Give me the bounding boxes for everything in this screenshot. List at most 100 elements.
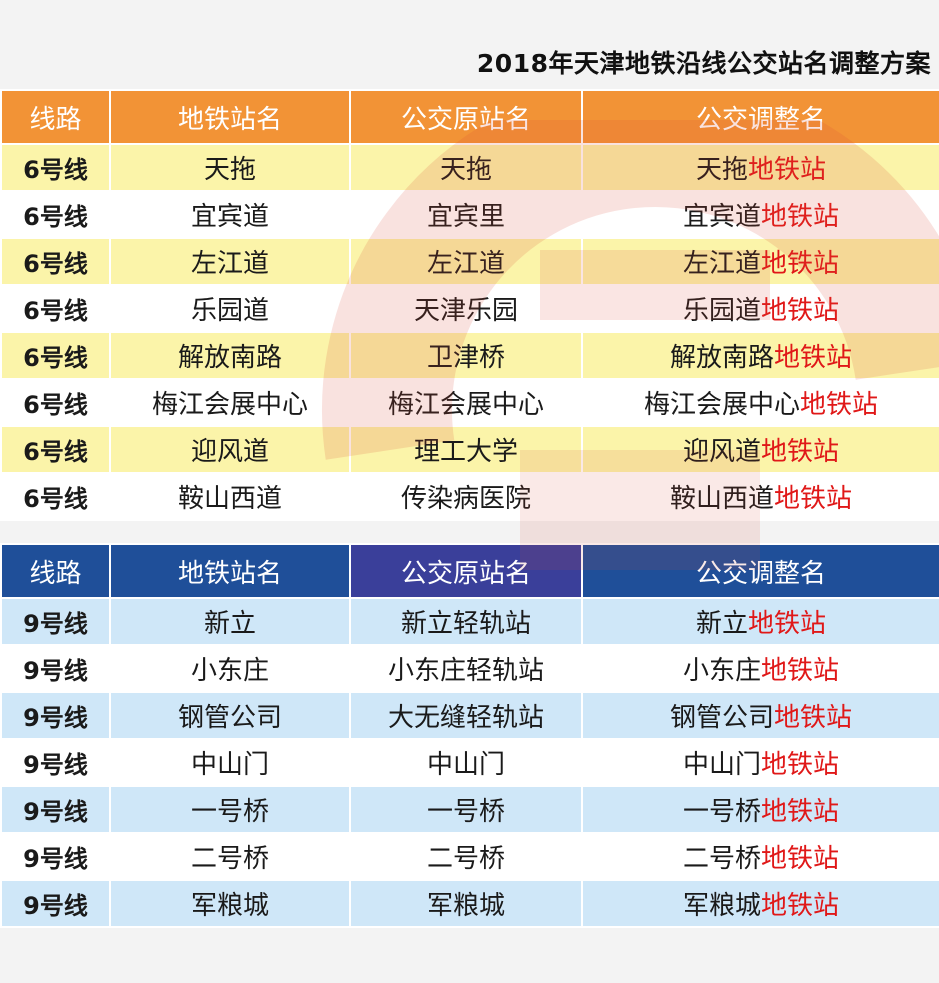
- adjusted-stop-suffix: 地铁站: [761, 891, 840, 921]
- original-bus-stop-cell: 天津乐园: [349, 284, 583, 333]
- header-adjusted-bus-stop: 公交调整名: [581, 89, 939, 145]
- adjusted-stop-suffix: 地铁站: [761, 202, 840, 232]
- adjusted-stop-base: 宜宾道: [682, 202, 761, 232]
- table-row: 9号线 中山门 中山门 中山门地铁站: [0, 738, 939, 787]
- adjusted-stop-base: 乐园道: [682, 296, 761, 326]
- metro-station-cell: 宜宾道: [109, 190, 351, 239]
- adjusted-stop-base: 军粮城: [682, 891, 761, 921]
- original-bus-stop-cell: 宜宾里: [349, 190, 583, 239]
- adjusted-bus-stop-cell: 解放南路地铁站: [581, 331, 939, 380]
- adjusted-bus-stop-cell: 宜宾道地铁站: [581, 190, 939, 239]
- metro-station-cell: 军粮城: [109, 879, 351, 928]
- table-row: 9号线 军粮城 军粮城 军粮城地铁站: [0, 879, 939, 928]
- table-row: 6号线 梅江会展中心 梅江会展中心 梅江会展中心地铁站: [0, 378, 939, 427]
- original-bus-stop-cell: 中山门: [349, 738, 583, 787]
- table-row: 9号线 新立 新立轻轨站 新立地铁站: [0, 597, 939, 646]
- table-row: 6号线 解放南路 卫津桥 解放南路地铁站: [0, 331, 939, 380]
- table-row: 9号线 一号桥 一号桥 一号桥地铁站: [0, 785, 939, 834]
- table-row: 9号线 钢管公司 大无缝轻轨站 钢管公司地铁站: [0, 691, 939, 740]
- metro-station-cell: 中山门: [109, 738, 351, 787]
- adjusted-bus-stop-cell: 天拖地铁站: [581, 143, 939, 192]
- adjusted-stop-base: 中山门: [682, 750, 761, 780]
- line-cell: 9号线: [0, 879, 111, 928]
- table-row: 6号线 宜宾道 宜宾里 宜宾道地铁站: [0, 190, 939, 239]
- adjusted-bus-stop-cell: 军粮城地铁站: [581, 879, 939, 928]
- metro-station-cell: 鞍山西道: [109, 472, 351, 521]
- header-adjusted-bus-stop: 公交调整名: [581, 543, 939, 599]
- adjusted-stop-base: 鞍山西道: [669, 484, 774, 514]
- adjusted-bus-stop-cell: 梅江会展中心地铁站: [581, 378, 939, 427]
- line-cell: 6号线: [0, 143, 111, 192]
- original-bus-stop-cell: 天拖: [349, 143, 583, 192]
- line-cell: 9号线: [0, 597, 111, 646]
- original-bus-stop-cell: 一号桥: [349, 785, 583, 834]
- line-cell: 6号线: [0, 472, 111, 521]
- adjusted-stop-suffix: 地铁站: [774, 484, 853, 514]
- original-bus-stop-cell: 卫津桥: [349, 331, 583, 380]
- table-row: 6号线 迎风道 理工大学 迎风道地铁站: [0, 425, 939, 474]
- header-line: 线路: [0, 543, 111, 599]
- table-row: 9号线 二号桥 二号桥 二号桥地铁站: [0, 832, 939, 881]
- metro-station-cell: 一号桥: [109, 785, 351, 834]
- metro-station-cell: 乐园道: [109, 284, 351, 333]
- adjusted-stop-base: 二号桥: [682, 844, 761, 874]
- table-row: 6号线 左江道 左江道 左江道地铁站: [0, 237, 939, 286]
- header-line: 线路: [0, 89, 111, 145]
- header-original-bus-stop: 公交原站名: [349, 543, 583, 599]
- adjusted-bus-stop-cell: 钢管公司地铁站: [581, 691, 939, 740]
- adjusted-stop-suffix: 地铁站: [748, 155, 827, 185]
- adjusted-stop-suffix: 地铁站: [774, 703, 853, 733]
- adjusted-stop-suffix: 地铁站: [800, 390, 879, 420]
- adjusted-bus-stop-cell: 乐园道地铁站: [581, 284, 939, 333]
- adjusted-stop-suffix: 地铁站: [748, 609, 827, 639]
- line6-header-row: 线路 地铁站名 公交原站名 公交调整名: [0, 89, 939, 145]
- adjusted-stop-suffix: 地铁站: [761, 296, 840, 326]
- table-row: 6号线 乐园道 天津乐园 乐园道地铁站: [0, 284, 939, 333]
- line-cell: 6号线: [0, 190, 111, 239]
- original-bus-stop-cell: 传染病医院: [349, 472, 583, 521]
- line-cell: 9号线: [0, 832, 111, 881]
- table-row: 6号线 天拖 天拖 天拖地铁站: [0, 143, 939, 192]
- metro-station-cell: 小东庄: [109, 644, 351, 693]
- original-bus-stop-cell: 左江道: [349, 237, 583, 286]
- metro-station-cell: 梅江会展中心: [109, 378, 351, 427]
- original-bus-stop-cell: 二号桥: [349, 832, 583, 881]
- adjusted-stop-base: 钢管公司: [669, 703, 774, 733]
- adjusted-bus-stop-cell: 新立地铁站: [581, 597, 939, 646]
- original-bus-stop-cell: 理工大学: [349, 425, 583, 474]
- line9-table: 线路 地铁站名 公交原站名 公交调整名 9号线 新立 新立轻轨站 新立地铁站 9号线 小东…: [0, 543, 939, 928]
- adjusted-stop-suffix: 地铁站: [761, 844, 840, 874]
- adjusted-stop-base: 一号桥: [682, 797, 761, 827]
- original-bus-stop-cell: 小东庄轻轨站: [349, 644, 583, 693]
- adjusted-stop-suffix: 地铁站: [774, 343, 853, 373]
- line-cell: 6号线: [0, 331, 111, 380]
- adjusted-bus-stop-cell: 左江道地铁站: [581, 237, 939, 286]
- adjusted-stop-base: 小东庄: [682, 656, 761, 686]
- metro-station-cell: 解放南路: [109, 331, 351, 380]
- adjusted-stop-suffix: 地铁站: [761, 656, 840, 686]
- table-row: 6号线 鞍山西道 传染病医院 鞍山西道地铁站: [0, 472, 939, 521]
- line-cell: 6号线: [0, 378, 111, 427]
- adjusted-bus-stop-cell: 一号桥地铁站: [581, 785, 939, 834]
- adjusted-stop-base: 梅江会展中心: [643, 390, 800, 420]
- adjusted-stop-suffix: 地铁站: [761, 249, 840, 279]
- line-cell: 6号线: [0, 425, 111, 474]
- adjusted-bus-stop-cell: 迎风道地铁站: [581, 425, 939, 474]
- adjusted-stop-base: 解放南路: [669, 343, 774, 373]
- line-cell: 9号线: [0, 644, 111, 693]
- line-cell: 9号线: [0, 691, 111, 740]
- original-bus-stop-cell: 新立轻轨站: [349, 597, 583, 646]
- original-bus-stop-cell: 梅江会展中心: [349, 378, 583, 427]
- metro-station-cell: 迎风道: [109, 425, 351, 474]
- line-cell: 9号线: [0, 785, 111, 834]
- adjusted-stop-base: 迎风道: [682, 437, 761, 467]
- line9-header-row: 线路 地铁站名 公交原站名 公交调整名: [0, 543, 939, 599]
- line-cell: 9号线: [0, 738, 111, 787]
- adjusted-stop-suffix: 地铁站: [761, 437, 840, 467]
- adjusted-stop-base: 左江道: [682, 249, 761, 279]
- original-bus-stop-cell: 军粮城: [349, 879, 583, 928]
- original-bus-stop-cell: 大无缝轻轨站: [349, 691, 583, 740]
- adjusted-bus-stop-cell: 二号桥地铁站: [581, 832, 939, 881]
- page-title: 2018年天津地铁沿线公交站名调整方案: [476, 49, 931, 78]
- adjusted-stop-base: 新立: [695, 609, 748, 639]
